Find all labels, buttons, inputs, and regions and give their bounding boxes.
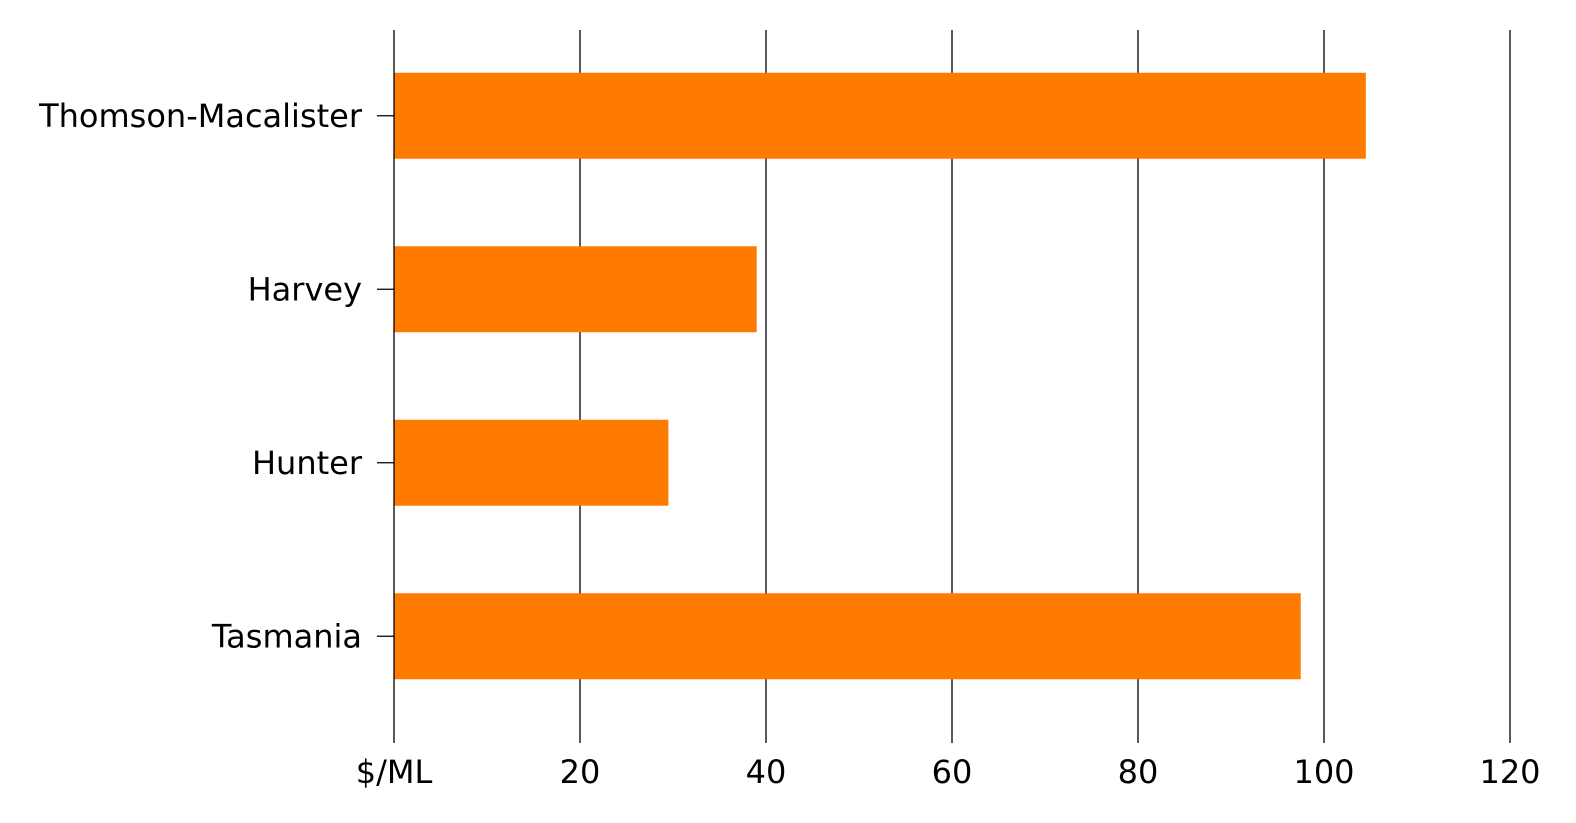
bar-harvey (394, 246, 757, 333)
x-tick-label-4: 80 (1118, 753, 1159, 791)
x-tick-label-0: $/ML (356, 753, 433, 791)
x-tick-label-1: 20 (560, 753, 601, 791)
x-tick-label-3: 60 (932, 753, 973, 791)
category-label: Harvey (248, 270, 362, 308)
bar-hunter (394, 419, 669, 506)
x-tick-labels: $/ML 20 40 60 80 100 120 (356, 753, 1541, 791)
y-axis (377, 30, 395, 743)
bar-thomson-macalister (394, 72, 1366, 159)
bar-tasmania (394, 593, 1301, 680)
x-tick-label-5: 100 (1293, 753, 1354, 791)
category-labels: Thomson-Macalister Harvey Hunter Tasmania (38, 97, 363, 656)
category-label: Hunter (252, 444, 363, 482)
x-tick-label-6: 120 (1479, 753, 1540, 791)
category-label: Thomson-Macalister (38, 97, 363, 135)
category-label: Tasmania (211, 617, 362, 655)
bars (394, 72, 1366, 680)
x-tick-label-2: 40 (746, 753, 787, 791)
